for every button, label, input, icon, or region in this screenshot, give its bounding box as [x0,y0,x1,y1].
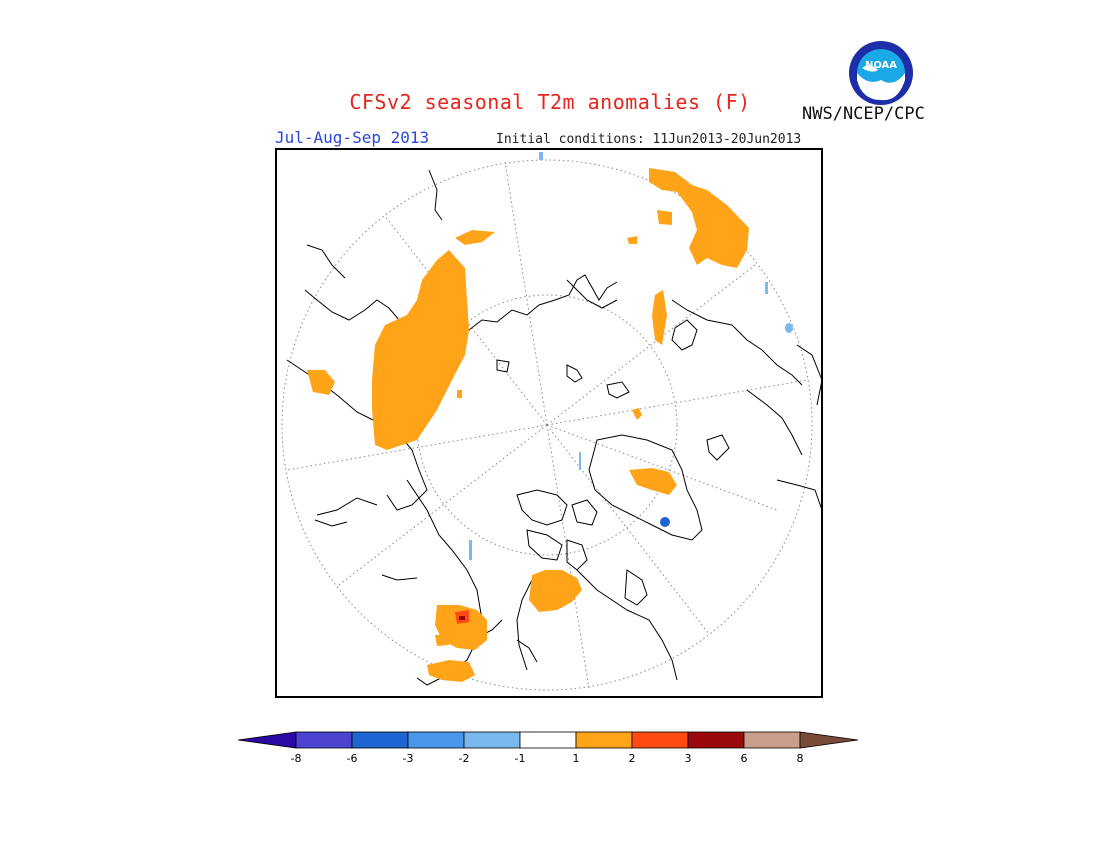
noaa-logo-icon: NOAA [849,41,913,105]
map-title: CFSv2 seasonal T2m anomalies (F) [349,90,751,114]
legend-tick-label: 3 [685,752,692,765]
forecast-period: Jul-Aug-Sep 2013 [275,128,430,147]
legend-tick-label: 1 [573,752,580,765]
legend-swatch [351,731,409,749]
legend-tick-label: -1 [515,752,526,765]
legend-swatch [575,731,633,749]
legend-swatch [743,731,801,749]
coastlines [286,169,823,686]
anomaly-cool-1 [539,152,543,160]
svg-text:NOAA: NOAA [865,60,897,71]
anomaly-greenland [629,468,677,495]
anomaly-far-east [307,370,335,395]
legend-swatch [463,731,521,749]
anomaly-europe-north [529,570,582,612]
legend-swatch [407,731,465,749]
legend-tick-label: 6 [741,752,748,765]
anomaly-3-6 [459,616,465,620]
legend-swatch [687,731,745,749]
anomaly-mediterranean [427,660,475,682]
legend-swatch [631,731,689,749]
anomaly-cool-2 [765,282,768,294]
legend-tick-label: -3 [403,752,414,765]
polar-map [275,148,823,698]
anomaly-east-siberia [455,230,495,245]
latitude-line [416,294,678,556]
anomaly-europe-small [435,635,449,646]
anomaly-cool-4 [469,540,472,560]
anomaly-alaska-small [657,210,672,225]
legend-tick-labels: -8 -6 -3 -2 -1 1 2 3 6 8 [291,752,804,765]
anomaly-regions-warm [307,168,749,682]
legend-arrow-high [799,731,859,749]
legend-tick-label: -8 [291,752,302,765]
legend-tick-label: -2 [459,752,470,765]
color-legend: -8 -6 -3 -2 -1 1 2 3 6 8 [238,731,859,765]
agency-label: NWS/NCEP/CPC [802,104,925,124]
legend-tick-label: 8 [797,752,804,765]
legend-tick-label: 2 [629,752,636,765]
anomaly-cool-3 [785,323,793,333]
anomaly-regions-hot [455,610,469,624]
meridian-lines [286,161,808,689]
anomaly-siberia [372,250,469,450]
legend-swatches [238,731,859,749]
polar-boundary [281,159,813,691]
anomaly-cool-6 [579,452,581,470]
anomaly-bits [457,236,637,398]
legend-tick-label: -6 [347,752,358,765]
anomaly-regions-cool [469,152,793,560]
initial-conditions: Initial conditions: 11Jun2013-20Jun2013 [496,132,802,147]
legend-swatch [519,731,577,749]
anomaly-canada-west [652,290,667,345]
anomaly-north-africa [632,408,642,420]
anomaly-cool-5 [660,517,670,527]
legend-arrow-low [238,731,297,749]
legend-swatch [295,731,353,749]
anomaly-alaska [649,168,749,268]
